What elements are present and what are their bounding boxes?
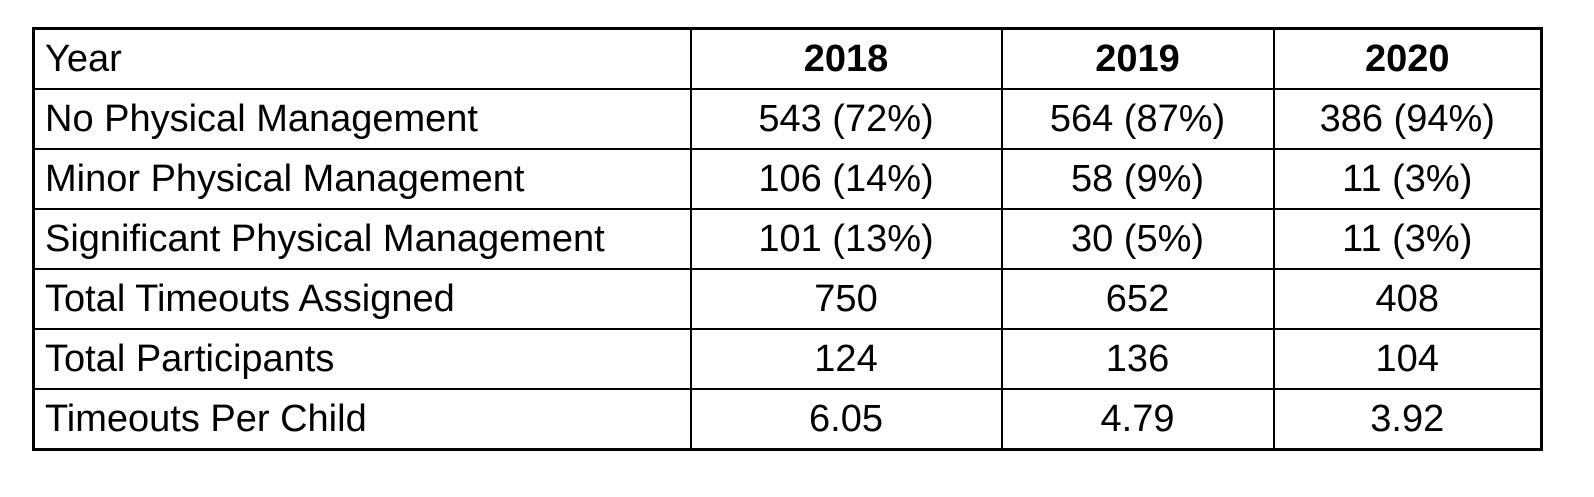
cell-2020: 408 [1272,268,1543,330]
cell-2020: 3.92 [1272,388,1543,451]
cell-2020: 11 (3%) [1272,208,1543,270]
table-row: No Physical Management 543 (72%) 564 (87… [32,88,1543,150]
cell-2018: 543 (72%) [689,88,1003,150]
cell-2019: 30 (5%) [1000,208,1275,270]
data-table: Year 2018 2019 2020 No Physical Manageme… [32,27,1543,451]
cell-2018: 6.05 [689,388,1003,451]
cell-2018: 124 [689,328,1003,390]
header-row: Year 2018 2019 2020 [32,27,1543,90]
row-label: Total Participants [32,328,692,390]
row-label: Total Timeouts Assigned [32,268,692,330]
cell-2018: 101 (13%) [689,208,1003,270]
table-row: Minor Physical Management 106 (14%) 58 (… [32,148,1543,210]
table-row: Significant Physical Management 101 (13%… [32,208,1543,270]
cell-2018: 750 [689,268,1003,330]
header-year-2019: 2019 [1000,27,1275,90]
table-row: Timeouts Per Child 6.05 4.79 3.92 [32,388,1543,451]
cell-2019: 136 [1000,328,1275,390]
row-label: Minor Physical Management [32,148,692,210]
cell-2018: 106 (14%) [689,148,1003,210]
row-label: Significant Physical Management [32,208,692,270]
cell-2019: 4.79 [1000,388,1275,451]
row-label: Timeouts Per Child [32,388,692,451]
header-year-label: Year [32,27,692,90]
row-label: No Physical Management [32,88,692,150]
header-year-2020: 2020 [1272,27,1543,90]
cell-2019: 564 (87%) [1000,88,1275,150]
cell-2020: 11 (3%) [1272,148,1543,210]
cell-2019: 58 (9%) [1000,148,1275,210]
table-row: Total Participants 124 136 104 [32,328,1543,390]
cell-2019: 652 [1000,268,1275,330]
table-row: Total Timeouts Assigned 750 652 408 [32,268,1543,330]
header-year-2018: 2018 [689,27,1003,90]
cell-2020: 386 (94%) [1272,88,1543,150]
cell-2020: 104 [1272,328,1543,390]
